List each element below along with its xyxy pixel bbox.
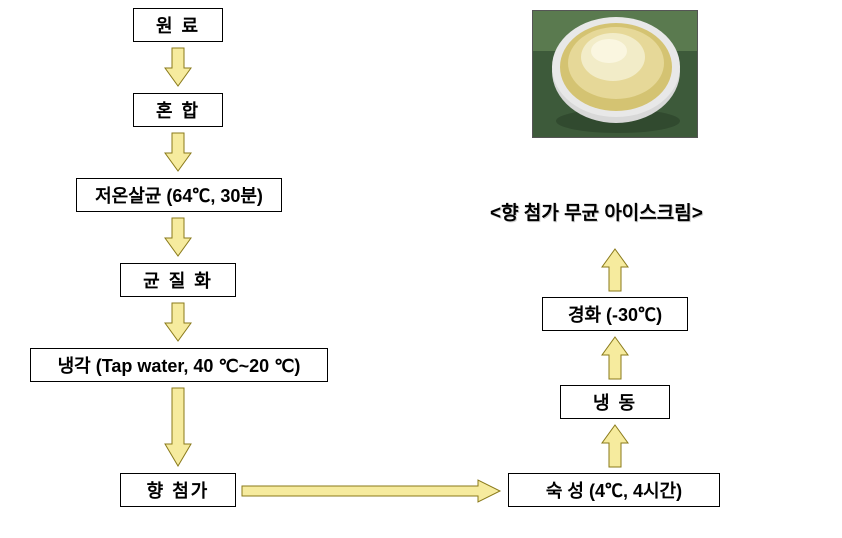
arrow-down-icon bbox=[163, 216, 193, 258]
node-homogenize: 균 질 화 bbox=[120, 263, 236, 297]
arrow-up-icon bbox=[600, 247, 630, 293]
node-freezing: 냉 동 bbox=[560, 385, 670, 419]
arrow-down-icon bbox=[163, 301, 193, 343]
node-mixing: 혼 합 bbox=[133, 93, 223, 127]
arrow-up-icon bbox=[600, 423, 630, 469]
product-photo bbox=[532, 10, 698, 138]
arrow-down-icon bbox=[163, 46, 193, 88]
arrow-down-icon bbox=[163, 386, 193, 468]
node-raw-material: 원 료 bbox=[133, 8, 223, 42]
arrow-up-icon bbox=[600, 335, 630, 381]
node-flavor-add: 향 첨가 bbox=[120, 473, 236, 507]
node-pasteurize: 저온살균 (64℃, 30분) bbox=[76, 178, 282, 212]
arrow-down-icon bbox=[163, 131, 193, 173]
product-caption: <향 첨가 무균 아이스크림> bbox=[490, 198, 703, 225]
node-hardening: 경화 (-30℃) bbox=[542, 297, 688, 331]
node-cooling: 냉각 (Tap water, 40 ℃~20 ℃) bbox=[30, 348, 328, 382]
node-aging: 숙 성 (4℃, 4시간) bbox=[508, 473, 720, 507]
arrow-right-icon bbox=[240, 478, 502, 504]
